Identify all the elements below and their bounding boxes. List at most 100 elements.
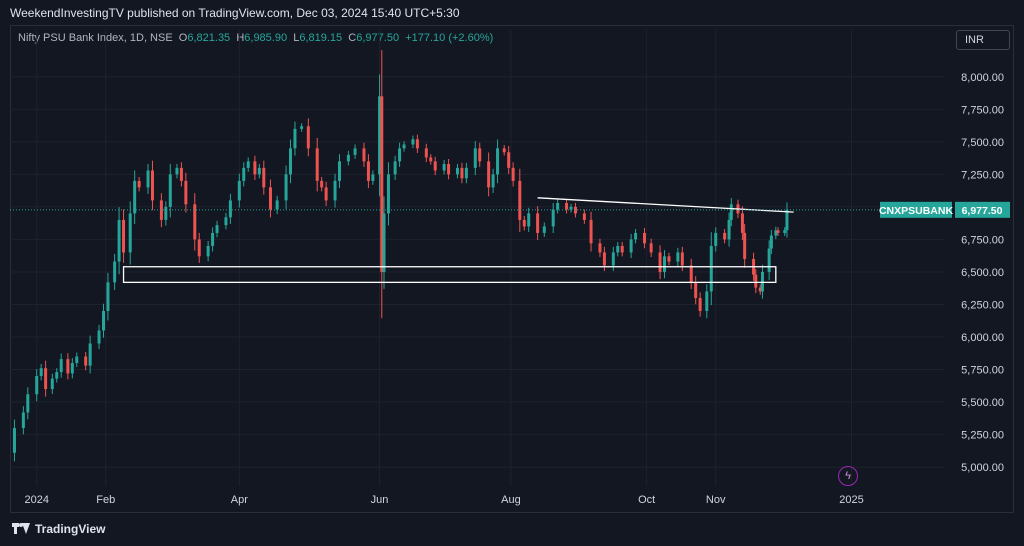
y-tick-label: 5,750.00: [961, 365, 1004, 377]
candle-body: [253, 161, 257, 175]
candle-body: [709, 245, 713, 292]
candle-body: [667, 256, 671, 262]
candle-body: [758, 287, 762, 292]
candle-body: [398, 148, 402, 162]
candle-body: [39, 368, 43, 377]
candle-body: [556, 203, 560, 210]
x-tick-label: Oct: [638, 494, 655, 506]
candle-body: [237, 180, 241, 201]
candle-body: [642, 232, 646, 244]
candle-body: [769, 235, 773, 249]
candle-body: [211, 232, 215, 246]
candle-body: [300, 126, 304, 129]
candle-body: [589, 219, 593, 244]
candle-body: [447, 163, 451, 175]
candle-body: [150, 170, 154, 201]
x-tick-label: 2025: [839, 494, 863, 506]
open-value: 6,821.35: [187, 32, 231, 44]
y-tick-label: 5,500.00: [961, 397, 1004, 409]
candle-body: [620, 245, 624, 253]
candle-body: [224, 217, 228, 226]
candle-body: [663, 256, 667, 272]
candle-body: [694, 282, 698, 298]
candle-body: [59, 359, 63, 373]
candle-body: [386, 174, 390, 214]
symbol-legend: Nifty PSU Bank Index, 1D, NSE O6,821.35 …: [18, 32, 493, 44]
currency-button[interactable]: INR: [956, 30, 1010, 50]
candle-body: [197, 239, 201, 257]
candle-body: [324, 187, 328, 201]
candle-body: [551, 209, 555, 227]
flash-icon[interactable]: ϟ: [838, 466, 858, 486]
candle-body: [97, 330, 101, 344]
y-tick-label: 6,000.00: [961, 332, 1004, 344]
candle-body: [393, 161, 397, 175]
candle-body: [402, 144, 406, 149]
candle-body: [714, 232, 718, 246]
x-tick-label: 2024: [24, 494, 48, 506]
candle-body: [460, 167, 464, 179]
candle-body: [117, 219, 121, 262]
candle-body: [536, 213, 540, 233]
candle-body: [676, 252, 680, 262]
candle-body: [415, 139, 419, 149]
footer-brand: TradingView: [12, 522, 105, 536]
candle-body: [698, 297, 702, 311]
trendline: [537, 197, 794, 213]
price-tag-label: 6,977.50: [962, 205, 1003, 217]
y-tick-label: 6,750.00: [961, 234, 1004, 246]
candle-body: [478, 148, 482, 162]
candle-body: [598, 243, 602, 253]
candle-body: [487, 161, 491, 188]
open-label: O: [178, 32, 188, 44]
candle-body: [315, 148, 319, 181]
candle-body: [84, 356, 88, 366]
y-tick-label: 5,250.00: [961, 430, 1004, 442]
candle-body: [464, 167, 468, 179]
candle-body: [128, 213, 132, 253]
candle-body: [518, 180, 522, 220]
y-tick-label: 8,000.00: [961, 72, 1004, 84]
candle-body: [88, 343, 92, 366]
candle-body: [565, 203, 569, 210]
candle-body: [371, 174, 375, 181]
candle-body: [50, 378, 54, 390]
high-label: H: [236, 32, 245, 44]
candle-body: [293, 128, 297, 149]
candle-body: [705, 291, 709, 311]
candle-body: [44, 368, 48, 390]
candle-body: [346, 154, 350, 162]
candle-body: [629, 239, 633, 253]
candle-body: [159, 200, 163, 220]
y-tick-label: 7,500.00: [961, 137, 1004, 149]
change-value: +177.10 (+2.60%): [405, 32, 494, 44]
x-tick-label: Nov: [706, 494, 726, 506]
candle-body: [102, 310, 106, 331]
candle-body: [320, 180, 324, 188]
candle-body: [353, 148, 357, 155]
candle-body: [175, 167, 179, 175]
candle-body: [582, 213, 586, 220]
candle-body: [366, 161, 370, 181]
candle-body: [206, 245, 210, 257]
y-tick-label: 6,250.00: [961, 299, 1004, 311]
candle-body: [429, 157, 433, 162]
candle-body: [113, 261, 117, 283]
candle-body: [275, 200, 279, 210]
candle-body: [164, 206, 168, 220]
candle-body: [634, 232, 638, 240]
candle-body: [75, 356, 79, 364]
candle-body: [729, 204, 733, 220]
candle-body: [783, 230, 787, 233]
candle-body: [767, 248, 771, 272]
candle-body: [289, 148, 293, 175]
y-tick-label: 6,500.00: [961, 267, 1004, 279]
candle-body: [776, 230, 780, 233]
candle-body: [246, 161, 250, 168]
candle-body: [12, 428, 16, 453]
candle-body: [527, 213, 531, 227]
candle-body: [268, 187, 272, 210]
candle-body: [569, 206, 573, 210]
symbol-tag: [880, 201, 952, 218]
